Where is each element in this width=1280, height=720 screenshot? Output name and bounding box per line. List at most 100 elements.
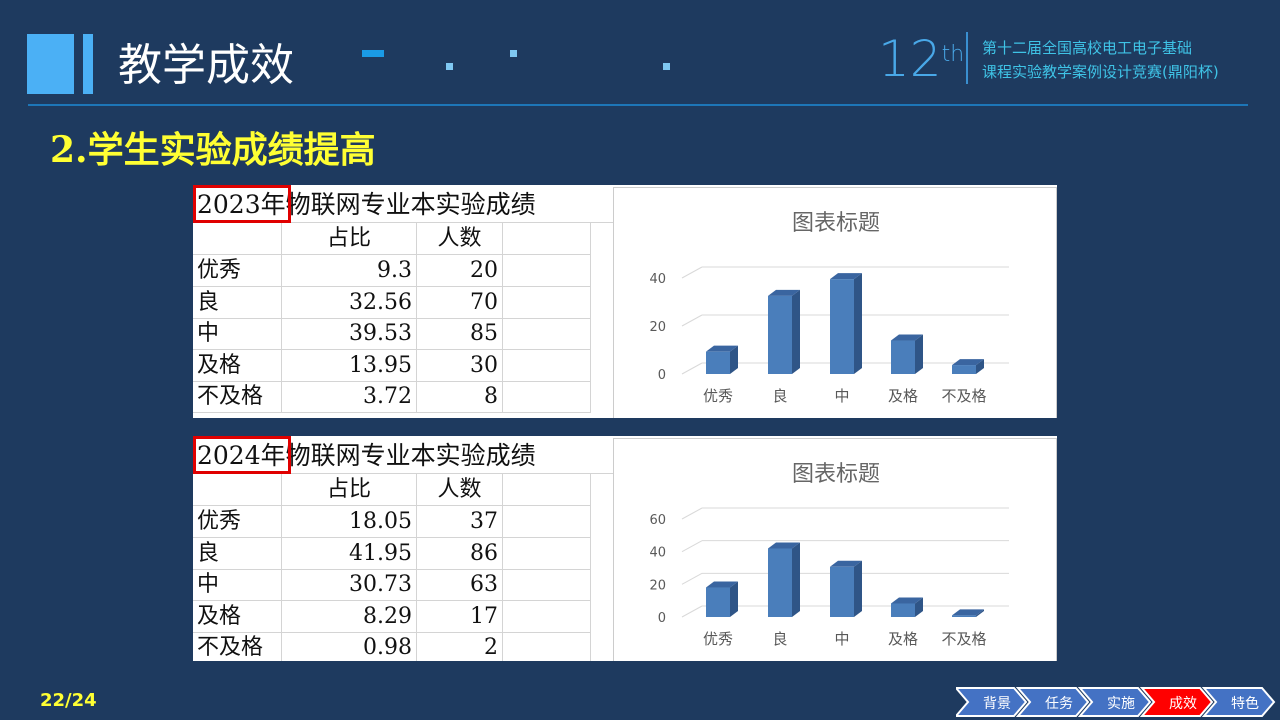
bar-chart[interactable]: 图表标题 0 20 40 优秀 良 中 及格 不及格: [613, 187, 1057, 418]
table-cell[interactable]: 30: [417, 349, 503, 382]
y-tick-label: 0: [658, 368, 666, 383]
table-cell[interactable]: 3.72: [282, 381, 417, 413]
x-tick-label: 优秀: [703, 387, 733, 405]
empty-cell[interactable]: [503, 537, 591, 570]
empty-cell[interactable]: [503, 632, 591, 661]
bar-top: [768, 289, 800, 296]
title-year: 2024年: [197, 441, 286, 470]
empty-cell[interactable]: [503, 569, 591, 601]
table-cell[interactable]: 0.98: [282, 632, 417, 661]
empty-cell[interactable]: [503, 255, 591, 287]
table-cell[interactable]: 13.95: [282, 349, 417, 382]
nav-arrow-shape: [1015, 687, 1090, 717]
empty-cell[interactable]: [503, 600, 591, 633]
empty-cell[interactable]: [503, 381, 591, 413]
empty-cell[interactable]: [503, 349, 591, 382]
table-cell[interactable]: 中: [193, 569, 282, 601]
empty-cell[interactable]: [503, 223, 591, 255]
chart-title: 图表标题: [792, 462, 880, 487]
table-cell[interactable]: 8.29: [282, 600, 417, 633]
logo-suffix: th: [941, 42, 965, 67]
nav-item-3[interactable]: 成效: [1139, 687, 1214, 717]
bar-top: [830, 273, 862, 280]
x-tick-label: 良: [772, 630, 787, 648]
table-cell[interactable]: 优秀: [193, 255, 282, 287]
table-cell[interactable]: 良: [193, 537, 282, 570]
table-cell[interactable]: 中: [193, 318, 282, 350]
column-header[interactable]: [193, 223, 282, 255]
table-cell[interactable]: 及格: [193, 349, 282, 382]
title-cell[interactable]: [193, 185, 613, 223]
section-subtitle: 2.学生实验成绩提高: [50, 129, 376, 171]
bar-chart[interactable]: 图表标题 0 20 40 60 优秀 良 中 及格 不及格: [613, 438, 1057, 661]
grid-diagonal: [681, 605, 703, 618]
nav-item-2[interactable]: 实施: [1077, 687, 1152, 717]
bar-top: [891, 597, 923, 604]
table-cell[interactable]: 85: [417, 318, 503, 350]
year-highlight-box: [193, 185, 291, 223]
column-header[interactable]: [193, 474, 282, 506]
empty-cell[interactable]: [503, 506, 591, 538]
header-dots: [362, 50, 384, 57]
grid-diagonal: [681, 507, 703, 520]
year-highlight-box: [193, 436, 291, 474]
bar-side: [976, 359, 984, 374]
bar-top: [952, 359, 984, 366]
x-tick-label: 不及格: [941, 387, 986, 405]
table-cell[interactable]: 不及格: [193, 632, 282, 661]
bar-top: [706, 581, 738, 588]
x-tick-label: 中: [834, 387, 849, 405]
table-cell[interactable]: 2: [417, 632, 503, 661]
title-rest: 物联网专业本实验成绩: [285, 190, 536, 219]
table-cell[interactable]: 39.53: [282, 318, 417, 350]
table-cell[interactable]: 41.95: [282, 537, 417, 570]
grid-diagonal: [681, 572, 703, 585]
table-cell[interactable]: 不及格: [193, 381, 282, 413]
table-cell[interactable]: 17: [417, 600, 503, 633]
header-dot: [663, 63, 670, 70]
x-tick-label: 中: [834, 630, 849, 648]
y-tick-label: 60: [649, 513, 666, 528]
nav-label: 背景: [983, 696, 1011, 712]
header-divider: [28, 104, 1248, 106]
header-accent-block: [27, 34, 74, 94]
column-header[interactable]: 占比: [282, 223, 417, 255]
table-cell[interactable]: 30.73: [282, 569, 417, 601]
table-cell[interactable]: 63: [417, 569, 503, 601]
grid-diagonal: [681, 314, 703, 327]
empty-cell[interactable]: [503, 318, 591, 350]
table-cell[interactable]: 及格: [193, 600, 282, 633]
header-dot: [446, 63, 453, 70]
y-tick-label: 20: [649, 320, 666, 335]
empty-cell[interactable]: [503, 474, 591, 506]
nav-item-0[interactable]: 背景: [956, 687, 1028, 717]
empty-cell[interactable]: [503, 286, 591, 319]
column-header[interactable]: 人数: [417, 223, 503, 255]
table-cell[interactable]: 20: [417, 255, 503, 287]
nav-item-1[interactable]: 任务: [1015, 687, 1090, 717]
bar-side: [730, 345, 738, 374]
bar: [706, 587, 730, 617]
table-cell[interactable]: 32.56: [282, 286, 417, 319]
table-cell[interactable]: 9.3: [282, 255, 417, 287]
section-nav: 背景 任务 实施 成效 特色: [956, 687, 1276, 717]
page-title: 教学成效: [118, 40, 294, 91]
nav-item-4[interactable]: 特色: [1201, 687, 1276, 717]
column-header[interactable]: 占比: [282, 474, 417, 506]
table-cell[interactable]: 70: [417, 286, 503, 319]
table-cell[interactable]: 良: [193, 286, 282, 319]
logo-line-1: 第十二届全国高校电工电子基础: [982, 39, 1193, 57]
title-cell[interactable]: [193, 436, 613, 474]
column-header[interactable]: 人数: [417, 474, 503, 506]
sheet-title: 2023年物联网专业本实验成绩: [197, 187, 536, 223]
table-cell[interactable]: 18.05: [282, 506, 417, 538]
x-tick-label: 及格: [888, 387, 918, 405]
bar-top: [830, 560, 862, 567]
header-dot: [510, 50, 517, 57]
table-cell[interactable]: 8: [417, 381, 503, 413]
bar: [768, 295, 792, 374]
table-cell[interactable]: 86: [417, 537, 503, 570]
table-cell[interactable]: 优秀: [193, 506, 282, 538]
table-cell[interactable]: 37: [417, 506, 503, 538]
page-number: 22/24: [40, 690, 97, 711]
